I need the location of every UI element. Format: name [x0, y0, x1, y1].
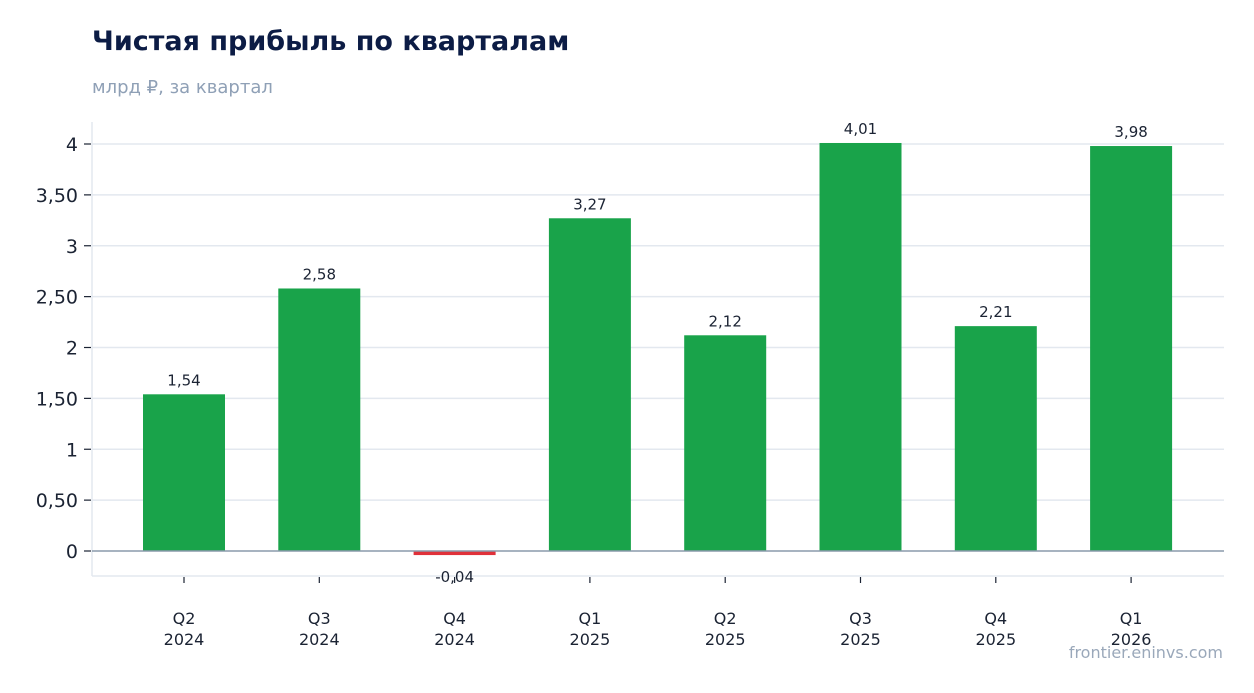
x-tick-label: Q1 [579, 609, 602, 628]
bar [1090, 146, 1173, 551]
data-label: 2,12 [708, 312, 741, 330]
y-tick-label: 3,50 [36, 185, 78, 207]
chart-title: Чистая прибыль по кварталам [92, 26, 570, 57]
x-tick-label: Q3 [308, 609, 331, 628]
bar [143, 394, 225, 551]
y-tick-label: 4 [66, 134, 78, 156]
y-tick-label: 3 [66, 236, 78, 258]
x-tick-label: 2025 [840, 630, 881, 649]
data-label: 3,98 [1114, 123, 1147, 141]
data-label: 2,58 [303, 265, 336, 283]
x-tick-label: 2025 [570, 630, 611, 649]
y-tick-label: 2 [66, 338, 78, 360]
x-tick-label: 2024 [299, 630, 340, 649]
y-tick-label: 1 [66, 439, 78, 461]
y-tick-label: 2,50 [36, 287, 78, 309]
data-label: 3,27 [573, 195, 606, 213]
x-tick-label: 2024 [164, 630, 205, 649]
bar [548, 218, 631, 551]
x-tick-label: Q3 [849, 609, 872, 628]
x-tick-label: 2024 [434, 630, 475, 649]
y-tick-label: 0 [66, 541, 78, 563]
x-tick-label: Q1 [1120, 609, 1143, 628]
data-label: 4,01 [844, 120, 877, 138]
x-tick-label: Q2 [714, 609, 737, 628]
x-tick-label: 2025 [705, 630, 746, 649]
data-label: 1,54 [167, 371, 200, 389]
x-tick-label: 2026 [1111, 630, 1152, 649]
x-tick-label: Q4 [443, 609, 466, 628]
bar [684, 335, 767, 551]
chart-subtitle: млрд ₽, за квартал [92, 77, 273, 98]
source-label: frontier.eninvs.com [1068, 643, 1223, 662]
bar [954, 326, 1037, 551]
bar [413, 551, 496, 556]
x-tick-label: Q2 [173, 609, 196, 628]
data-label: 2,21 [979, 303, 1012, 321]
x-tick-label: Q4 [984, 609, 1007, 628]
y-tick-label: 1,50 [36, 388, 78, 410]
x-tick-label: 2025 [975, 630, 1016, 649]
bar [819, 142, 902, 552]
y-tick-label: 0,50 [36, 490, 78, 512]
bar [278, 288, 361, 551]
